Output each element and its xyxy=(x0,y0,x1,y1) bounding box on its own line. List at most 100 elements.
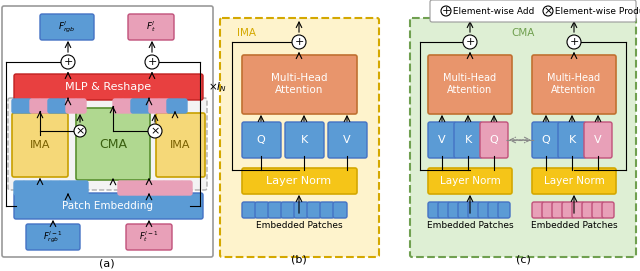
FancyBboxPatch shape xyxy=(2,6,213,257)
FancyBboxPatch shape xyxy=(242,202,256,218)
Text: Layer Norm: Layer Norm xyxy=(440,176,500,186)
FancyBboxPatch shape xyxy=(176,99,187,113)
Circle shape xyxy=(74,125,86,137)
FancyBboxPatch shape xyxy=(488,202,500,218)
FancyBboxPatch shape xyxy=(552,202,564,218)
FancyBboxPatch shape xyxy=(532,122,560,158)
Text: Q: Q xyxy=(541,135,550,145)
Text: V: V xyxy=(594,135,602,145)
FancyBboxPatch shape xyxy=(140,99,151,113)
Text: V: V xyxy=(438,135,446,145)
Text: Element-wise Product: Element-wise Product xyxy=(552,7,640,15)
Circle shape xyxy=(543,6,553,16)
Text: Patch Embedding: Patch Embedding xyxy=(63,201,154,211)
Text: ×: × xyxy=(543,6,553,16)
FancyBboxPatch shape xyxy=(307,202,321,218)
FancyBboxPatch shape xyxy=(50,181,61,195)
Text: +: + xyxy=(294,37,304,47)
Text: Q: Q xyxy=(257,135,266,145)
Circle shape xyxy=(292,35,306,49)
Text: +: + xyxy=(147,57,157,67)
Text: Layer Norm: Layer Norm xyxy=(543,176,604,186)
Text: MLP & Reshape: MLP & Reshape xyxy=(65,82,151,92)
FancyBboxPatch shape xyxy=(181,181,192,195)
FancyBboxPatch shape xyxy=(333,202,347,218)
FancyBboxPatch shape xyxy=(328,122,367,158)
FancyBboxPatch shape xyxy=(163,181,174,195)
FancyBboxPatch shape xyxy=(454,122,482,158)
FancyBboxPatch shape xyxy=(41,181,52,195)
Text: Embedded Patches: Embedded Patches xyxy=(427,221,513,231)
Text: IMA: IMA xyxy=(170,140,190,150)
FancyBboxPatch shape xyxy=(14,193,203,219)
FancyBboxPatch shape xyxy=(30,99,41,113)
Text: K: K xyxy=(300,135,308,145)
FancyBboxPatch shape xyxy=(113,99,124,113)
FancyBboxPatch shape xyxy=(430,0,636,22)
Circle shape xyxy=(441,6,451,16)
FancyBboxPatch shape xyxy=(122,99,133,113)
Text: (c): (c) xyxy=(516,255,531,265)
FancyBboxPatch shape xyxy=(428,168,512,194)
Text: Element-wise Add: Element-wise Add xyxy=(450,7,534,15)
Text: $F^{l}_{t}$: $F^{l}_{t}$ xyxy=(146,20,156,34)
FancyBboxPatch shape xyxy=(127,181,138,195)
Text: V: V xyxy=(343,135,351,145)
FancyBboxPatch shape xyxy=(572,202,584,218)
FancyBboxPatch shape xyxy=(128,14,174,40)
Text: K: K xyxy=(465,135,472,145)
Text: +: + xyxy=(465,37,475,47)
Text: IMA: IMA xyxy=(29,140,51,150)
Circle shape xyxy=(148,124,162,138)
FancyBboxPatch shape xyxy=(131,99,142,113)
Text: $\times I_N$: $\times I_N$ xyxy=(208,80,227,94)
Text: Embedded Patches: Embedded Patches xyxy=(531,221,618,231)
FancyBboxPatch shape xyxy=(532,202,544,218)
Text: IMA: IMA xyxy=(237,28,256,38)
FancyBboxPatch shape xyxy=(468,202,480,218)
Text: $F^{l-1}_{rgb}$: $F^{l-1}_{rgb}$ xyxy=(44,229,63,245)
FancyBboxPatch shape xyxy=(40,14,94,40)
FancyBboxPatch shape xyxy=(26,224,80,250)
FancyBboxPatch shape xyxy=(220,18,379,257)
FancyBboxPatch shape xyxy=(32,181,43,195)
FancyBboxPatch shape xyxy=(126,224,172,250)
FancyBboxPatch shape xyxy=(410,18,636,257)
FancyBboxPatch shape xyxy=(602,202,614,218)
FancyBboxPatch shape xyxy=(68,181,79,195)
FancyBboxPatch shape xyxy=(14,74,203,100)
FancyBboxPatch shape xyxy=(532,55,616,114)
FancyBboxPatch shape xyxy=(21,99,32,113)
FancyBboxPatch shape xyxy=(480,122,508,158)
Text: Embedded Patches: Embedded Patches xyxy=(256,221,342,231)
FancyBboxPatch shape xyxy=(145,181,156,195)
Text: (b): (b) xyxy=(291,255,307,265)
FancyBboxPatch shape xyxy=(66,99,77,113)
FancyBboxPatch shape xyxy=(281,202,295,218)
Text: Multi-Head
Attention: Multi-Head Attention xyxy=(271,73,327,95)
Text: Multi-Head
Attention: Multi-Head Attention xyxy=(547,73,600,95)
Circle shape xyxy=(145,55,159,69)
FancyBboxPatch shape xyxy=(448,202,460,218)
FancyBboxPatch shape xyxy=(76,108,150,180)
FancyBboxPatch shape xyxy=(167,99,178,113)
Text: $F^{l-1}_{t}$: $F^{l-1}_{t}$ xyxy=(140,230,159,244)
Text: $F^{l}_{rgb}$: $F^{l}_{rgb}$ xyxy=(58,19,76,35)
FancyBboxPatch shape xyxy=(154,181,165,195)
Text: CMA: CMA xyxy=(99,137,127,150)
Circle shape xyxy=(463,35,477,49)
FancyBboxPatch shape xyxy=(268,202,282,218)
FancyBboxPatch shape xyxy=(438,202,450,218)
FancyBboxPatch shape xyxy=(48,99,59,113)
FancyBboxPatch shape xyxy=(118,181,129,195)
FancyBboxPatch shape xyxy=(242,168,357,194)
FancyBboxPatch shape xyxy=(592,202,604,218)
FancyBboxPatch shape xyxy=(255,202,269,218)
Circle shape xyxy=(61,55,75,69)
Text: +: + xyxy=(570,37,579,47)
Text: (a): (a) xyxy=(99,259,115,269)
FancyBboxPatch shape xyxy=(23,181,34,195)
FancyBboxPatch shape xyxy=(285,122,324,158)
FancyBboxPatch shape xyxy=(14,181,25,195)
FancyBboxPatch shape xyxy=(458,202,470,218)
